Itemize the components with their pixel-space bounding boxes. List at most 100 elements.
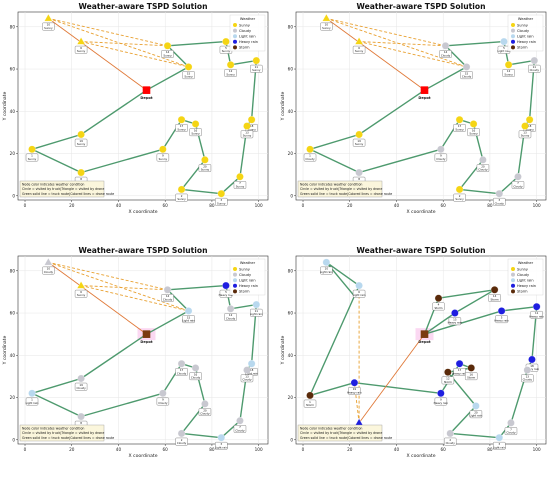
node-label-box	[453, 124, 466, 132]
node-weather-label: Sunny	[184, 75, 193, 79]
truck-node-marker	[159, 389, 167, 398]
node-weather-label: Sunny	[455, 127, 464, 131]
node-id-label: 14	[166, 294, 170, 298]
node-label-box	[467, 128, 480, 137]
legend-marker	[233, 289, 237, 294]
note-line: Green solid line = truck route|Colored l…	[300, 436, 392, 440]
drone-route-line	[81, 41, 168, 47]
node-label-box	[233, 181, 247, 189]
node-id-label: 3	[498, 442, 500, 446]
x-axis-label: X coordinate	[406, 209, 435, 215]
legend-marker	[511, 283, 515, 288]
truck-node-marker	[455, 115, 464, 124]
truck-node-marker	[28, 145, 36, 154]
y-tick-label: 40	[288, 109, 294, 114]
truck-node-marker	[528, 355, 536, 364]
truck-node-marker	[306, 391, 314, 400]
truck-node-marker	[514, 173, 522, 181]
node-label-box	[25, 397, 39, 406]
truck-node-marker	[247, 359, 256, 368]
note-line: Node color indicates weather condition	[22, 183, 84, 187]
node-label-box	[161, 50, 174, 58]
node-id-label: 2	[459, 194, 461, 198]
truck-node-marker	[479, 156, 487, 164]
node-label-box	[441, 376, 455, 385]
node-id-label: 7	[239, 425, 241, 429]
node-id-label: 20	[481, 164, 485, 168]
node-label-box	[198, 164, 212, 172]
legend-label: Light rain	[239, 279, 256, 283]
x-tick-label: 20	[347, 447, 353, 452]
truck-node-marker	[507, 419, 515, 427]
node-id-label: 2	[181, 438, 183, 442]
node-weather-label: Sunny	[77, 142, 86, 146]
y-tick-label: 80	[288, 24, 294, 29]
node-label-box	[182, 71, 195, 79]
node-weather-label: Sunny	[44, 26, 53, 30]
note-line: Green solid line = truck route|Colored l…	[22, 436, 114, 440]
node-label-box	[521, 374, 534, 383]
y-axis-label: Y coordinate	[280, 91, 286, 121]
node-id-label: 1	[309, 400, 311, 404]
node-id-label: 3	[220, 198, 222, 202]
node-weather-label: Sunny	[77, 49, 86, 53]
y-tick-label: 20	[288, 395, 294, 400]
legend-box	[507, 258, 544, 296]
legend-label: Sunny	[517, 23, 528, 27]
legend-label: Light rain	[239, 35, 256, 39]
x-tick-label: 40	[116, 447, 122, 452]
node-weather-label: Heavy rain	[525, 367, 540, 371]
truck-node-marker	[490, 286, 499, 294]
node-id-label: 7	[510, 427, 512, 431]
node-label-box	[25, 153, 39, 162]
note-line: Circle = visited by truck|Triangle = vis…	[22, 187, 104, 191]
truck-node-marker	[184, 307, 193, 315]
legend-marker	[511, 267, 515, 271]
node-weather-label: Cloudy	[495, 201, 505, 205]
node-id-label: 5	[501, 315, 503, 319]
node-id-label: 15	[453, 317, 457, 321]
legend-title: Weather	[240, 17, 256, 21]
truck-node-marker	[177, 185, 186, 194]
node-weather-label: Sunny	[525, 127, 534, 131]
truck-node-marker	[217, 189, 226, 198]
node-weather-label: Cloudy	[530, 68, 540, 72]
drone-route-line	[358, 41, 467, 68]
node-label-box	[175, 437, 188, 446]
truck-node-marker	[163, 286, 172, 294]
truck-node-marker	[322, 258, 331, 267]
note-line: Circle = visited by truck|Triangle = vis…	[300, 431, 382, 435]
node-id-label: 15	[187, 315, 191, 319]
node-label-box	[434, 153, 448, 162]
y-axis-label: Y coordinate	[2, 91, 8, 121]
node-id-label: 20	[203, 164, 207, 168]
node-label-box	[439, 50, 452, 58]
node-weather-label: Cloudy	[523, 378, 533, 382]
node-label-box	[74, 45, 88, 54]
truck-node-marker	[177, 115, 186, 124]
node-label-box	[320, 266, 333, 275]
truck-node-marker	[504, 61, 513, 69]
legend-marker	[511, 23, 515, 27]
node-label-box	[156, 397, 170, 406]
x-tick-label: 20	[69, 203, 75, 208]
node-id-label: 16	[194, 372, 198, 376]
legend-label: Storm	[517, 290, 528, 294]
node-weather-label: Sunny	[355, 142, 364, 146]
legend-label: Light rain	[517, 35, 534, 39]
node-id-label: 12	[229, 313, 233, 317]
node-id-label: 5	[225, 290, 227, 294]
node-label-box	[303, 153, 317, 162]
drone-route-line	[48, 261, 147, 335]
node-id-label: 1	[309, 154, 311, 158]
note-box	[19, 180, 105, 198]
node-label-box	[511, 181, 525, 189]
node-id-label: 11	[535, 311, 539, 315]
node-id-label: 8	[80, 177, 82, 181]
truck-node-marker	[355, 281, 363, 290]
truck-node-marker	[217, 433, 226, 442]
node-weather-label: Sunny	[355, 49, 364, 53]
truck-node-marker	[226, 61, 235, 69]
